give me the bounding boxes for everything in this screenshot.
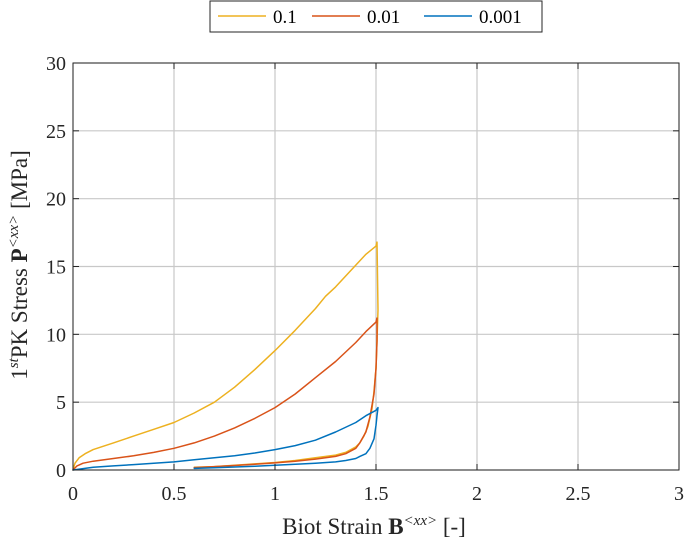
x-axis-title-superscript: <xx> — [404, 513, 438, 529]
y-tick-label: 5 — [56, 392, 66, 414]
y-tick-label: 15 — [46, 257, 66, 279]
x-tick-label: 1.5 — [364, 483, 389, 505]
series-line-1 — [72, 317, 378, 471]
legend-label-0: 0.1 — [273, 7, 297, 28]
y-axis-title-base-sup: st — [6, 357, 22, 368]
y-axis-title: 1stPK Stress P<xx> [MPa] — [6, 150, 32, 380]
x-tick-label: 0.5 — [162, 483, 187, 505]
y-axis-title-text: PK Stress — [7, 262, 32, 358]
y-tick-label: 20 — [46, 189, 66, 211]
x-tick-label: 3 — [674, 483, 684, 505]
x-axis-ticks: 0 0.5 1 1.5 2 2.5 3 — [68, 63, 684, 505]
x-axis-title: Biot Strain B<xx> [-] — [282, 513, 466, 539]
x-axis-title-suffix: [-] — [437, 514, 466, 539]
x-tick-label: 1 — [270, 483, 280, 505]
y-tick-label: 10 — [46, 324, 66, 346]
legend: 0.1 0.01 0.001 — [209, 0, 543, 33]
x-tick-label: 2 — [472, 483, 482, 505]
y-tick-label: 0 — [56, 460, 66, 482]
legend-label-1: 0.01 — [367, 7, 400, 28]
y-axis-ticks: 0 5 10 15 20 25 30 — [46, 53, 679, 482]
series-line-2 — [72, 406, 379, 471]
x-axis-title-prefix: Biot Strain — [282, 514, 388, 539]
x-tick-label: 2.5 — [566, 483, 591, 505]
y-axis-title-base: 1 — [7, 368, 32, 380]
y-tick-label: 25 — [46, 121, 66, 143]
y-axis-title-superscript: <xx> — [6, 215, 22, 249]
y-tick-label: 30 — [46, 53, 66, 75]
x-axis-title-symbol: B — [388, 514, 403, 539]
series-layer — [72, 241, 379, 471]
y-axis-title-symbol: P — [7, 248, 32, 262]
y-axis-title-suffix: [MPa] — [7, 150, 32, 215]
series-line-0 — [72, 241, 379, 471]
legend-label-2: 0.001 — [479, 7, 522, 28]
x-tick-label: 0 — [68, 483, 78, 505]
